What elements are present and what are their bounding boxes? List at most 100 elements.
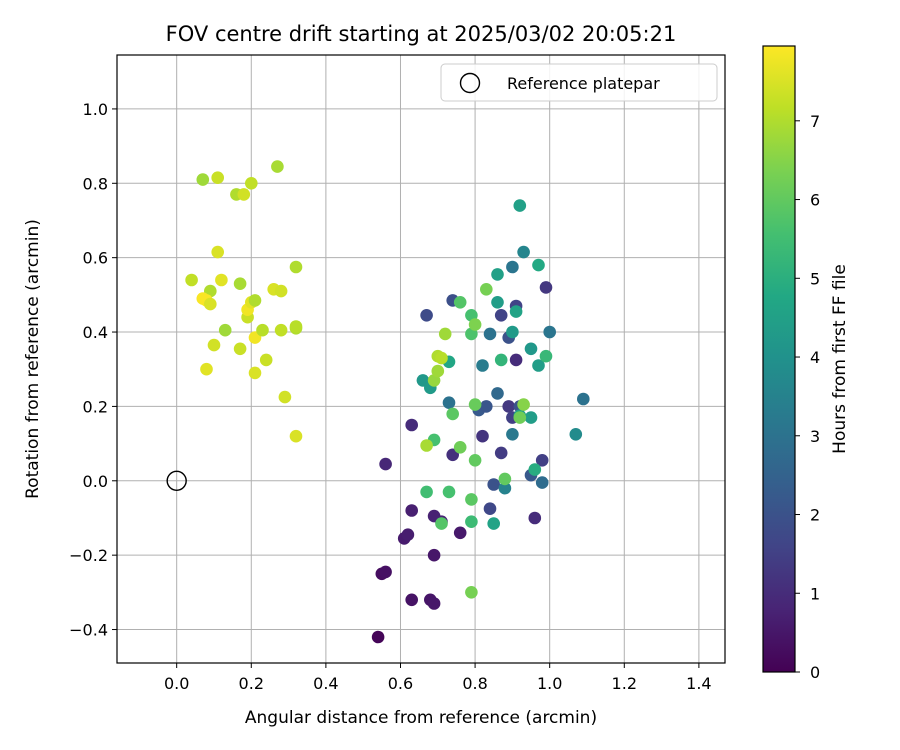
scatter-point <box>218 323 232 337</box>
scatter-point <box>405 593 419 607</box>
scatter-point <box>468 454 482 467</box>
scatter-point <box>289 429 303 443</box>
scatter-point <box>502 400 515 413</box>
scatter-point <box>420 309 433 322</box>
scatter-point <box>204 297 217 311</box>
scatter-point <box>543 325 556 339</box>
scatter-point <box>577 392 590 406</box>
grid <box>117 55 725 663</box>
scatter-point <box>498 481 512 495</box>
scatter-point <box>528 511 542 525</box>
scatter-point <box>233 342 247 356</box>
scatter-point <box>379 457 392 471</box>
scatter-point <box>494 309 508 322</box>
data-points <box>185 160 590 644</box>
scatter-point <box>476 359 489 372</box>
scatter-point <box>453 526 467 540</box>
scatter-point <box>185 273 198 287</box>
scatter-point <box>442 485 456 499</box>
scatter-point <box>420 485 433 499</box>
scatter-point <box>513 199 527 212</box>
scatter-point <box>487 478 501 491</box>
reference-platepar-marker <box>166 470 187 491</box>
colorbar-tick-label: 2 <box>810 506 820 525</box>
scatter-point <box>539 281 553 294</box>
scatter-point <box>569 428 583 441</box>
scatter-point <box>513 411 527 424</box>
colorbar-tick-label: 1 <box>810 584 820 603</box>
scatter-point <box>215 273 228 287</box>
scatter-point <box>506 260 519 274</box>
scatter-point <box>465 493 478 506</box>
scatter-point <box>468 398 482 411</box>
y-tick-label: 0.6 <box>83 249 108 268</box>
scatter-point <box>487 517 501 530</box>
scatter-point <box>465 515 478 528</box>
scatter-point <box>494 446 508 460</box>
scatter-point <box>274 323 288 337</box>
colorbar-label: Hours from first FF file <box>830 264 850 454</box>
scatter-point <box>259 353 273 367</box>
scatter-point <box>207 338 221 352</box>
scatter-point <box>420 439 433 452</box>
scatter-point <box>278 390 292 404</box>
scatter-point <box>233 277 247 291</box>
y-tick-label: −0.2 <box>69 546 108 565</box>
scatter-point <box>248 366 262 380</box>
scatter-point <box>401 528 415 541</box>
scatter-point <box>535 454 549 467</box>
y-tick-label: 0.4 <box>83 323 108 342</box>
colorbar-tick-label: 7 <box>810 112 820 131</box>
x-tick-label: 1.0 <box>537 674 562 693</box>
scatter-point <box>465 586 478 599</box>
scatter-point <box>483 327 497 341</box>
x-tick-label: 0.0 <box>164 674 189 693</box>
y-tick-label: 1.0 <box>83 100 108 119</box>
x-tick-label: 0.4 <box>313 674 338 693</box>
y-tick-label: −0.4 <box>69 621 108 640</box>
colorbar-tick-label: 5 <box>810 269 820 288</box>
scatter-point <box>256 323 269 337</box>
scatter-point <box>442 396 456 410</box>
y-tick-label: 0.0 <box>83 472 108 491</box>
scatter-point <box>245 177 258 190</box>
colorbar-tick-label: 0 <box>810 663 820 682</box>
legend: Reference platepar <box>440 63 718 102</box>
x-axis-ticks: 0.0 0.2 0.4 0.6 0.8 1.0 1.2 1.4 <box>164 663 712 693</box>
scatter-point <box>435 517 448 530</box>
y-axis-label: Rotation from reference (arcmin) <box>23 219 43 499</box>
scatter-point <box>535 476 549 489</box>
scatter-point <box>491 268 504 281</box>
scatter-point <box>431 364 445 378</box>
legend-marker-open-circle <box>459 72 481 94</box>
colorbar-ticks: 0 1 2 3 4 5 6 7 <box>795 112 820 682</box>
colorbar-gradient <box>762 45 796 673</box>
colorbar-tick-label: 4 <box>810 348 820 367</box>
scatter-point <box>506 428 519 441</box>
colorbar-tick-label: 3 <box>810 427 820 446</box>
scatter-point <box>494 353 508 367</box>
x-tick-label: 0.8 <box>462 674 487 693</box>
scatter-point <box>427 548 441 562</box>
scatter-point <box>532 359 545 372</box>
scatter-point <box>438 327 452 341</box>
scatter-point <box>517 245 530 259</box>
legend-box <box>440 63 718 102</box>
y-tick-label: 0.2 <box>83 397 108 416</box>
chart-title: FOV centre drift starting at 2025/03/02 … <box>166 22 677 46</box>
scatter-point <box>509 353 523 367</box>
scatter-point <box>491 387 504 400</box>
scatter-point <box>248 294 262 307</box>
scatter-point <box>271 160 284 173</box>
scatter-point <box>200 362 213 376</box>
scatter-point <box>453 296 467 309</box>
x-tick-label: 1.4 <box>686 674 711 693</box>
scatter-point <box>498 472 512 486</box>
scatter-point <box>476 429 489 443</box>
scatter-point <box>468 318 482 331</box>
scatter-point <box>371 630 385 644</box>
scatter-point <box>506 325 519 339</box>
scatter-point <box>491 296 504 309</box>
